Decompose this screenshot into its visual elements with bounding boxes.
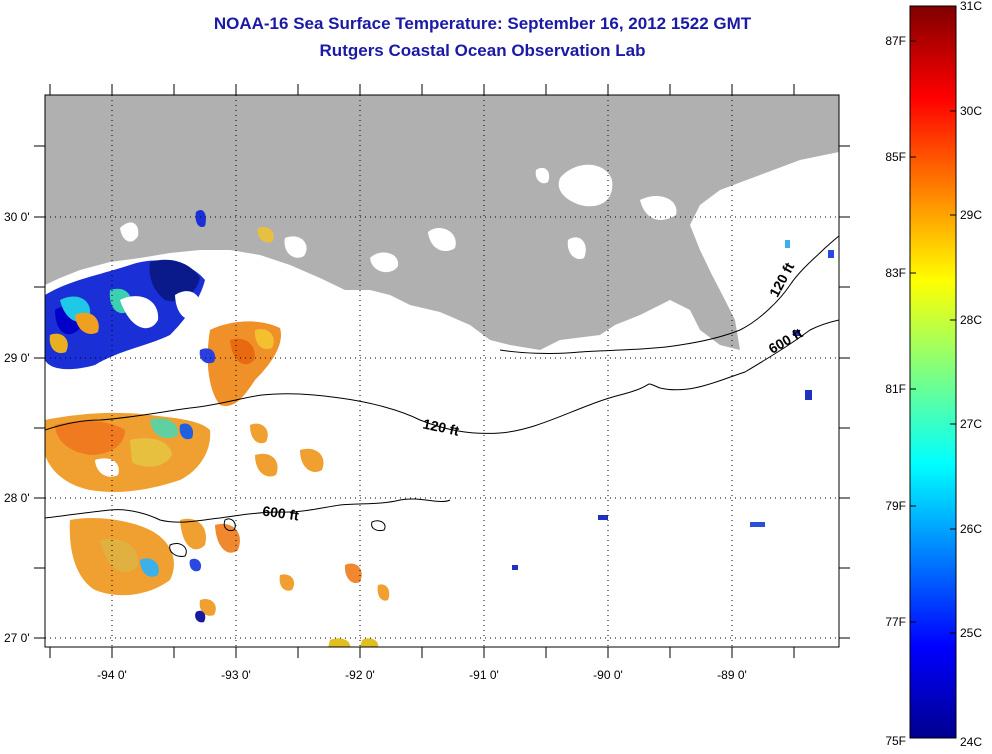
lon-label: -91 0'	[469, 668, 499, 682]
colorbar-fahrenheit-label: 75F	[885, 734, 906, 748]
colorbar-fahrenheit-label: 83F	[885, 266, 906, 280]
lon-label: -90 0'	[593, 668, 623, 682]
colorbar-fahrenheit-label: 85F	[885, 150, 906, 164]
map-subtitle: Rutgers Coastal Ocean Observation Lab	[319, 41, 646, 60]
isobath-label: 120 ft	[421, 415, 460, 438]
isobath-contours	[45, 235, 839, 557]
lon-label: -89 0'	[717, 668, 747, 682]
lat-label: 29 0'	[4, 351, 30, 365]
colorbar-celsius-label: 29C	[960, 208, 982, 222]
colorbar-fahrenheit-label: 81F	[885, 382, 906, 396]
colorbar-celsius-label: 27C	[960, 417, 982, 431]
colorbar-fahrenheit-label: 79F	[885, 499, 906, 513]
colorbar-celsius-label: 31C	[960, 0, 982, 13]
lat-label: 27 0'	[4, 631, 30, 645]
map-title: NOAA-16 Sea Surface Temperature: Septemb…	[213, 14, 752, 33]
lon-label: -93 0'	[221, 668, 251, 682]
colorbar-fahrenheit-label: 77F	[885, 615, 906, 629]
graticule	[45, 95, 839, 647]
map-frame	[44, 94, 840, 648]
colorbar-celsius-label: 30C	[960, 104, 982, 118]
colorbar-fahrenheit-label: 87F	[885, 34, 906, 48]
colorbar	[909, 5, 957, 739]
lon-label: -94 0'	[97, 668, 127, 682]
colorbar-celsius-label: 24C	[960, 735, 982, 749]
land-mass	[45, 95, 839, 350]
colorbar-celsius-label: 26C	[960, 522, 982, 536]
colorbar-ticks	[910, 5, 956, 739]
sst-patches	[45, 209, 834, 647]
axis-ticks	[34, 84, 850, 658]
colorbar-celsius-label: 25C	[960, 626, 982, 640]
colorbar-celsius-label: 28C	[960, 313, 982, 327]
isobath-label: 600 ft	[261, 503, 300, 524]
lat-label: 30 0'	[4, 210, 30, 224]
lon-label: -92 0'	[345, 668, 375, 682]
lat-label: 28 0'	[4, 491, 30, 505]
